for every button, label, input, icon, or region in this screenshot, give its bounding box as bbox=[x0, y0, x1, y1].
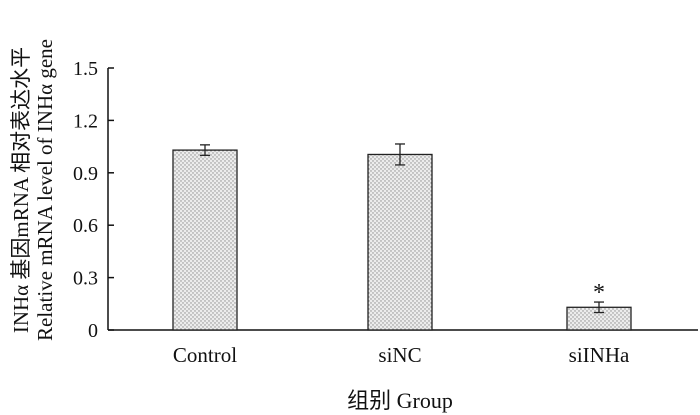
x-tick-label: siINHa bbox=[569, 343, 630, 367]
significance-marker: * bbox=[593, 280, 605, 306]
x-tick-labels: Control siNC siINHa bbox=[173, 343, 630, 367]
y-tick-label: 0.6 bbox=[73, 215, 98, 237]
y-axis-title: INHα 基因mRNA 相对表达水平 Relative mRNA level o… bbox=[9, 39, 57, 341]
bar-sinc bbox=[367, 153, 433, 331]
y-axis-title-line1: INHα 基因mRNA 相对表达水平 bbox=[9, 47, 33, 333]
x-tick-label: Control bbox=[173, 343, 237, 367]
y-tick-label: 0 bbox=[88, 320, 98, 342]
y-tick-label: 1.2 bbox=[73, 110, 98, 132]
x-axis-title: 组别 Group bbox=[347, 388, 453, 413]
y-tick-label: 1.5 bbox=[73, 58, 98, 80]
y-ticks: 0 0.3 0.6 0.9 1.2 1.5 bbox=[73, 58, 114, 342]
bar-control bbox=[172, 149, 238, 331]
bars: * bbox=[172, 143, 632, 331]
y-tick-label: 0.3 bbox=[73, 268, 98, 290]
y-tick-label: 0.9 bbox=[73, 163, 98, 185]
y-axis-title-line2: Relative mRNA level of INHα gene bbox=[33, 39, 57, 341]
x-tick-label: siNC bbox=[378, 343, 421, 367]
